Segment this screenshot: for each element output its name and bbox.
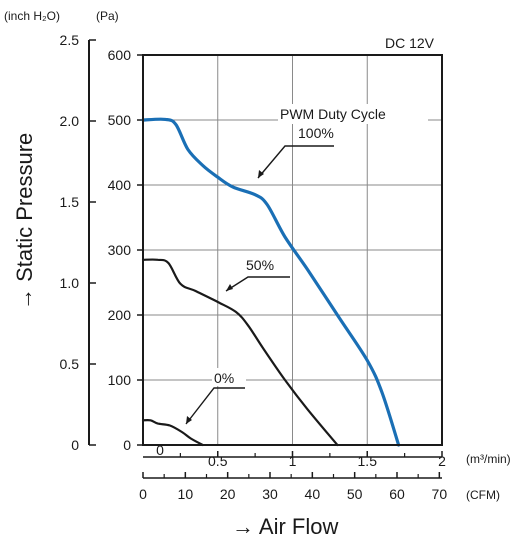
pa-unit-label: (Pa)	[96, 9, 119, 23]
series-label-50: 50%	[246, 257, 274, 273]
pa-tick-label: 400	[108, 177, 132, 193]
m3-tick-label: 1.5	[358, 453, 378, 469]
inch-tick-label: 1.5	[60, 194, 80, 210]
inch-tick-label: 2.0	[60, 113, 80, 129]
cfm-ticks: 0 10 20 30 40 50 60 70	[139, 472, 447, 502]
cfm-tick-label: 70	[432, 486, 448, 502]
pa-tick-label: 200	[108, 307, 132, 323]
condition-label: DC 12V	[385, 35, 435, 51]
cfm-tick-label: 0	[139, 486, 147, 502]
leader-100-arrow	[258, 170, 264, 178]
label-bg-50	[244, 256, 288, 274]
series-line-100pct	[141, 117, 401, 447]
pa-tick-label: 0	[123, 437, 131, 453]
pa-tick-label: 600	[108, 47, 132, 63]
leader-100	[257, 145, 334, 179]
m3-ticks: 0 0.5 1 1.5 2	[143, 442, 446, 469]
leader-0-arrow	[186, 416, 192, 424]
series-label-100: 100%	[298, 125, 334, 141]
m3-tick-label: 1	[289, 453, 297, 469]
inch-ticks: 0 0.5 1.0 1.5 2.0 2.5	[60, 32, 96, 453]
plot-frame	[142, 54, 443, 446]
cfm-tick-label: 50	[347, 486, 363, 502]
m3-tick-label: 0.5	[208, 453, 228, 469]
m3-unit-label: (m³/min)	[466, 452, 511, 466]
legend-bg	[278, 104, 428, 124]
series-lines	[141, 117, 401, 447]
origin-zero-label: 0	[156, 442, 164, 458]
leader-50-arrow	[226, 284, 233, 291]
series-label-0: 0%	[214, 370, 234, 386]
label-bg-0	[212, 368, 246, 386]
cfm-tick-label: 60	[389, 486, 405, 502]
y-axis-title: → Static Pressure	[12, 133, 37, 310]
x-axis-title: → Air Flow	[232, 514, 338, 539]
m3-tick-label: 2	[438, 453, 446, 469]
pa-ticks: 0 100 200 300 400 500 600	[108, 47, 143, 453]
cfm-tick-label: 20	[220, 486, 236, 502]
pa-tick-label: 100	[108, 372, 132, 388]
inch-tick-label: 0	[71, 437, 79, 453]
series-line-50pct	[141, 258, 339, 447]
cfm-tick-label: 40	[305, 486, 321, 502]
pa-tick-label: 500	[108, 112, 132, 128]
legend-title: PWM Duty Cycle	[280, 106, 386, 122]
pa-tick-label: 300	[108, 242, 132, 258]
leader-0	[185, 387, 245, 425]
cfm-tick-label: 30	[262, 486, 278, 502]
cfm-unit-label: (CFM)	[466, 488, 500, 502]
inch-tick-label: 1.0	[60, 275, 80, 291]
leader-50	[225, 276, 290, 292]
series-line-0pct	[141, 418, 204, 447]
cfm-tick-label: 10	[178, 486, 194, 502]
inch-unit-label: (inch H₂O)	[4, 9, 60, 23]
inch-tick-label: 0.5	[60, 356, 80, 372]
inch-tick-label: 2.5	[60, 32, 80, 48]
